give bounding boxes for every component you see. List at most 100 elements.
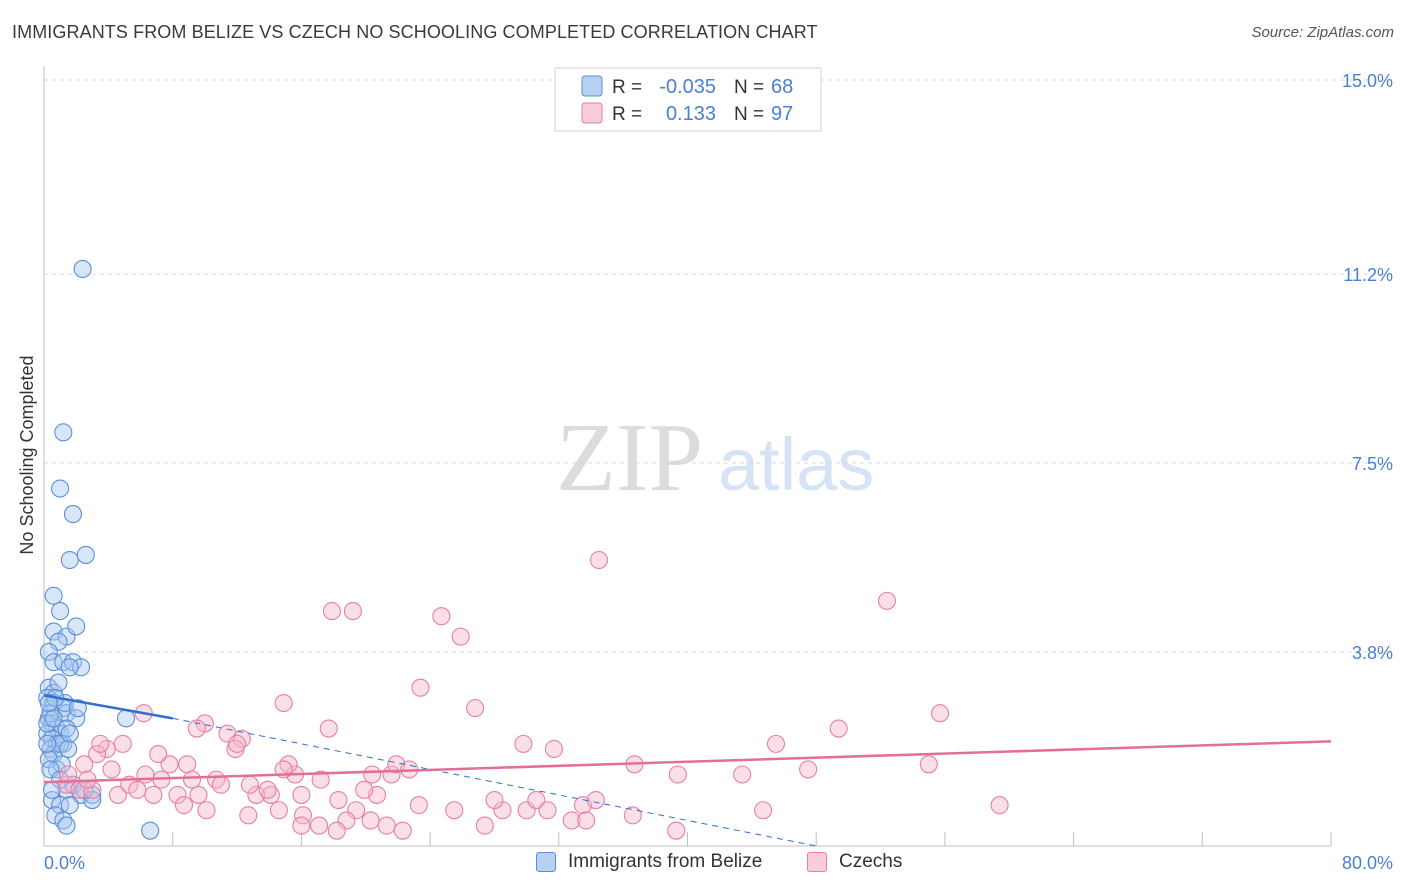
series-legend: Immigrants from Belize Czechs bbox=[0, 851, 1406, 879]
legend-item-belize[interactable]: Immigrants from Belize bbox=[536, 851, 762, 873]
czech-point bbox=[766, 734, 786, 753]
czech-point bbox=[178, 755, 197, 774]
chart-title: IMMIGRANTS FROM BELIZE VS CZECH NO SCHOO… bbox=[12, 22, 818, 42]
legend-item-czechs[interactable]: Czechs bbox=[807, 851, 902, 873]
czech-point bbox=[136, 765, 155, 784]
czech-point bbox=[589, 550, 609, 570]
czech-point bbox=[829, 719, 848, 738]
czech-point bbox=[108, 785, 128, 804]
legend-label-czechs: Czechs bbox=[839, 851, 903, 872]
czech-point bbox=[102, 760, 121, 779]
czech-point bbox=[269, 801, 288, 820]
correlation-legend: R = -0.035 N = 68 R = 0.133 N = 97 bbox=[554, 67, 822, 132]
czech-point bbox=[187, 719, 206, 738]
czech-point bbox=[668, 765, 687, 784]
belize-point bbox=[39, 693, 58, 713]
czech-point bbox=[877, 591, 897, 610]
trend-lines bbox=[43, 694, 1332, 847]
belize-point bbox=[38, 734, 57, 753]
czech-point bbox=[189, 785, 208, 804]
belize-point bbox=[67, 617, 86, 636]
y-tick-label: 7.5% bbox=[1352, 454, 1393, 474]
czech-point bbox=[451, 627, 470, 646]
data-points bbox=[38, 259, 1009, 840]
belize-point bbox=[60, 550, 79, 570]
czech-point bbox=[113, 734, 132, 753]
belize-point bbox=[63, 505, 83, 524]
czech-point bbox=[445, 801, 464, 820]
x-tick-labels: 0.0% 80.0% bbox=[44, 853, 1393, 873]
x-tick-label-max: 80.0% bbox=[1342, 853, 1393, 873]
czech-point bbox=[527, 790, 546, 810]
czech-point bbox=[411, 678, 430, 697]
czech-point bbox=[261, 785, 280, 804]
czech-point bbox=[586, 790, 605, 810]
y-tick-label: 11.2% bbox=[1343, 265, 1393, 285]
czech-point bbox=[168, 785, 187, 804]
czech-point bbox=[144, 785, 163, 804]
czech-point bbox=[211, 775, 231, 794]
y-axis-label: No Schooling Completed bbox=[17, 355, 37, 554]
czech-point bbox=[544, 739, 564, 759]
belize-point bbox=[51, 796, 70, 815]
czech-point bbox=[799, 760, 818, 779]
legend-n-label: N = bbox=[734, 77, 764, 98]
chart-source: Source: ZipAtlas.com bbox=[1251, 24, 1394, 41]
legend-swatch-icon bbox=[581, 102, 603, 124]
czech-point bbox=[197, 801, 216, 820]
czech-point bbox=[311, 770, 330, 789]
czech-point bbox=[409, 796, 428, 815]
czech-point bbox=[623, 806, 642, 825]
czech-point bbox=[292, 816, 311, 835]
czech-point bbox=[990, 796, 1009, 815]
belize-point bbox=[49, 673, 68, 692]
belize-trend-line bbox=[43, 694, 173, 720]
czech-point bbox=[466, 699, 485, 718]
belize-point bbox=[57, 816, 76, 835]
czech-point bbox=[562, 811, 581, 830]
belize-point bbox=[44, 653, 63, 672]
czechs-swatch-icon bbox=[807, 852, 827, 872]
czech-point bbox=[355, 780, 374, 799]
belize-point bbox=[59, 739, 78, 759]
czech-point bbox=[485, 790, 504, 810]
czech-point bbox=[754, 801, 773, 820]
belize-point bbox=[76, 545, 95, 564]
czech-point bbox=[377, 816, 396, 835]
czech-point bbox=[538, 801, 557, 820]
legend-r-label: R = bbox=[612, 77, 642, 98]
czech-point bbox=[232, 729, 251, 748]
belize-point bbox=[39, 642, 58, 661]
czech-point bbox=[239, 806, 258, 825]
watermark-atlas: atlas bbox=[718, 423, 874, 506]
czech-point bbox=[91, 734, 110, 753]
legend-n-value: 68 bbox=[771, 76, 793, 98]
czech-point bbox=[75, 755, 94, 774]
czech-trend-line bbox=[43, 740, 1332, 784]
czech-point bbox=[667, 821, 686, 840]
czech-point bbox=[174, 796, 194, 815]
belize-point bbox=[52, 755, 71, 774]
belize-point bbox=[116, 709, 136, 728]
belize-point bbox=[51, 602, 70, 621]
czech-point bbox=[322, 602, 342, 621]
czech-point bbox=[733, 765, 752, 784]
czech-point bbox=[88, 745, 107, 764]
belize-point bbox=[57, 719, 76, 738]
czech-point bbox=[514, 734, 533, 753]
belize-swatch-icon bbox=[536, 852, 556, 872]
legend-n-label: N = bbox=[734, 104, 764, 125]
czech-point bbox=[577, 811, 596, 830]
czech-point bbox=[475, 816, 494, 835]
belize-point bbox=[60, 658, 79, 677]
czech-point bbox=[228, 734, 247, 753]
czech-point bbox=[327, 821, 346, 840]
czech-point bbox=[931, 704, 950, 723]
belize-point bbox=[141, 821, 160, 840]
y-tick-label: 3.8% bbox=[1352, 643, 1393, 663]
czech-point bbox=[160, 755, 179, 774]
czech-point bbox=[393, 821, 412, 840]
belize-point bbox=[44, 709, 63, 728]
czech-point bbox=[292, 785, 311, 804]
